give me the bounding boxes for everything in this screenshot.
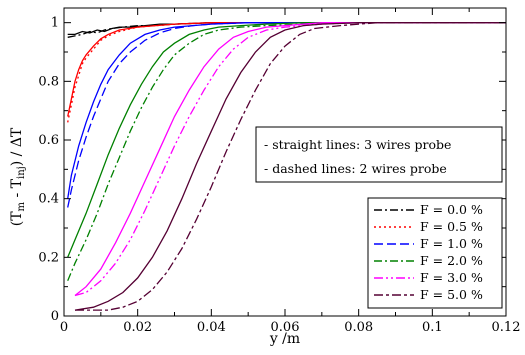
x-axis-label: y /m [269, 331, 300, 347]
x-tick-label: 0.08 [344, 320, 373, 335]
legend-label: F = 5.0 % [420, 287, 483, 302]
y-tick-label: 1 [51, 16, 59, 31]
annotation-box: - straight lines: 3 wires probe - dashed… [256, 127, 502, 182]
y-axis-label: (Tm - Tinj) / ΔT [9, 127, 27, 226]
legend-label: F = 1.0 % [420, 236, 483, 251]
legend: F = 0.0 % F = 0.5 % F = 1.0 % F = 2.0 % F = … [368, 198, 502, 308]
y-tick-label: 0.8 [38, 74, 59, 89]
x-tick-label: 0.1 [422, 320, 443, 335]
y-tick-label: 0.6 [38, 133, 59, 148]
series-line-2-wires [68, 23, 506, 123]
legend-label: F = 0.5 % [420, 219, 483, 234]
y-tick-label: 0.2 [38, 250, 59, 265]
legend-label: F = 0.0 % [420, 202, 483, 217]
y-tick-label: 0 [51, 309, 59, 324]
y-tick-label: 0.4 [38, 192, 59, 207]
x-tick-label: 0.04 [197, 320, 226, 335]
x-tick-label: 0.12 [492, 320, 521, 335]
x-tick-label: 0 [60, 320, 68, 335]
annotation-line-2: - dashed lines: 2 wires probe [264, 161, 447, 176]
legend-label: F = 2.0 % [420, 253, 483, 268]
x-tick-label: 0.02 [123, 320, 152, 335]
legend-label: F = 3.0 % [420, 270, 483, 285]
annotation-line-1: - straight lines: 3 wires probe [264, 137, 451, 152]
series-line-3-wires [68, 23, 506, 117]
